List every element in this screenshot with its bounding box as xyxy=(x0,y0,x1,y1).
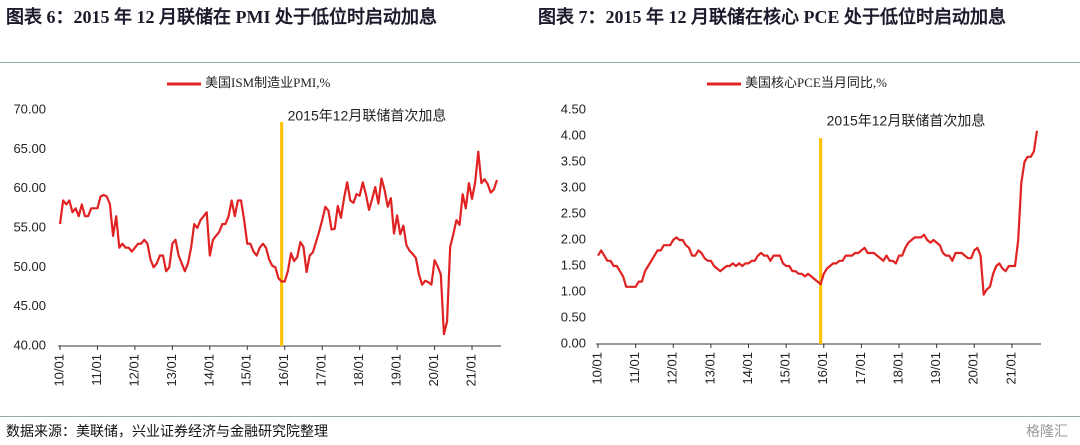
legend-label: 美国核心PCE当月同比,% xyxy=(745,75,887,90)
x-tick-label: 10/01 xyxy=(589,352,604,385)
x-tick-label: 21/01 xyxy=(1003,352,1018,385)
y-tick-label: 4.00 xyxy=(561,127,586,142)
x-tick-label: 19/01 xyxy=(389,354,404,387)
x-tick-label: 19/01 xyxy=(928,352,943,385)
series-line xyxy=(58,150,499,336)
y-tick-label: 0.00 xyxy=(561,335,586,350)
y-tick-label: 1.00 xyxy=(561,283,586,298)
y-tick-label: 45.00 xyxy=(13,298,46,313)
y-tick-label: 60.00 xyxy=(13,180,46,195)
x-tick-label: 15/01 xyxy=(239,354,254,387)
x-tick-label: 11/01 xyxy=(627,352,642,384)
x-tick-label: 15/01 xyxy=(778,352,793,385)
x-tick-label: 11/01 xyxy=(89,354,104,386)
x-tick-label: 18/01 xyxy=(351,354,366,387)
x-tick-label: 10/01 xyxy=(51,354,66,387)
y-tick-label: 40.00 xyxy=(13,337,46,352)
event-label: 2015年12月联储首次加息 xyxy=(827,113,986,129)
watermark: 格隆汇 xyxy=(1026,424,1068,440)
x-tick-label: 12/01 xyxy=(126,354,141,387)
y-tick-label: 50.00 xyxy=(13,259,46,274)
y-tick-label: 2.00 xyxy=(561,231,586,246)
y-tick-label: 0.50 xyxy=(561,309,586,324)
source: 数据来源：美联储，兴业证券经济与金融研究院整理 xyxy=(6,425,328,440)
y-tick-label: 2.50 xyxy=(561,205,586,220)
event-label: 2015年12月联储首次加息 xyxy=(288,108,447,124)
x-tick-label: 18/01 xyxy=(890,352,905,385)
source-rule xyxy=(0,416,1080,417)
y-tick-label: 70.00 xyxy=(13,101,46,116)
x-tick-label: 12/01 xyxy=(665,352,680,385)
x-tick-label: 20/01 xyxy=(426,354,441,387)
y-tick-label: 65.00 xyxy=(13,141,46,156)
x-tick-label: 16/01 xyxy=(815,352,830,385)
x-tick-label: 20/01 xyxy=(966,352,981,385)
legend-label: 美国ISM制造业PMI,% xyxy=(205,75,330,90)
left-title: 图表 6：2015 年 12 月联储在 PMI 处于低位时启动加息 xyxy=(6,7,437,27)
right-title: 图表 7：2015 年 12 月联储在核心 PCE 处于低位时启动加息 xyxy=(538,7,1006,27)
y-tick-label: 55.00 xyxy=(13,219,46,234)
y-tick-label: 3.50 xyxy=(561,153,586,168)
x-tick-label: 13/01 xyxy=(164,354,179,387)
y-tick-label: 3.00 xyxy=(561,179,586,194)
x-tick-label: 16/01 xyxy=(276,354,291,387)
x-tick-label: 21/01 xyxy=(463,354,478,387)
x-tick-label: 17/01 xyxy=(314,354,329,387)
x-tick-label: 17/01 xyxy=(853,352,868,385)
series-line xyxy=(597,130,1039,296)
x-tick-label: 13/01 xyxy=(702,352,717,385)
x-tick-label: 14/01 xyxy=(740,352,755,385)
title-rule xyxy=(0,62,1080,63)
y-tick-label: 1.50 xyxy=(561,257,586,272)
x-tick-label: 14/01 xyxy=(201,354,216,387)
y-tick-label: 4.50 xyxy=(561,101,586,116)
